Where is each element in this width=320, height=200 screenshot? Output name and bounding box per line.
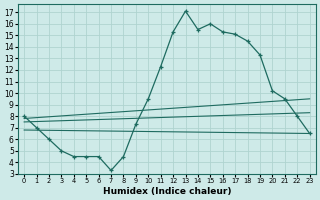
X-axis label: Humidex (Indice chaleur): Humidex (Indice chaleur) xyxy=(103,187,231,196)
